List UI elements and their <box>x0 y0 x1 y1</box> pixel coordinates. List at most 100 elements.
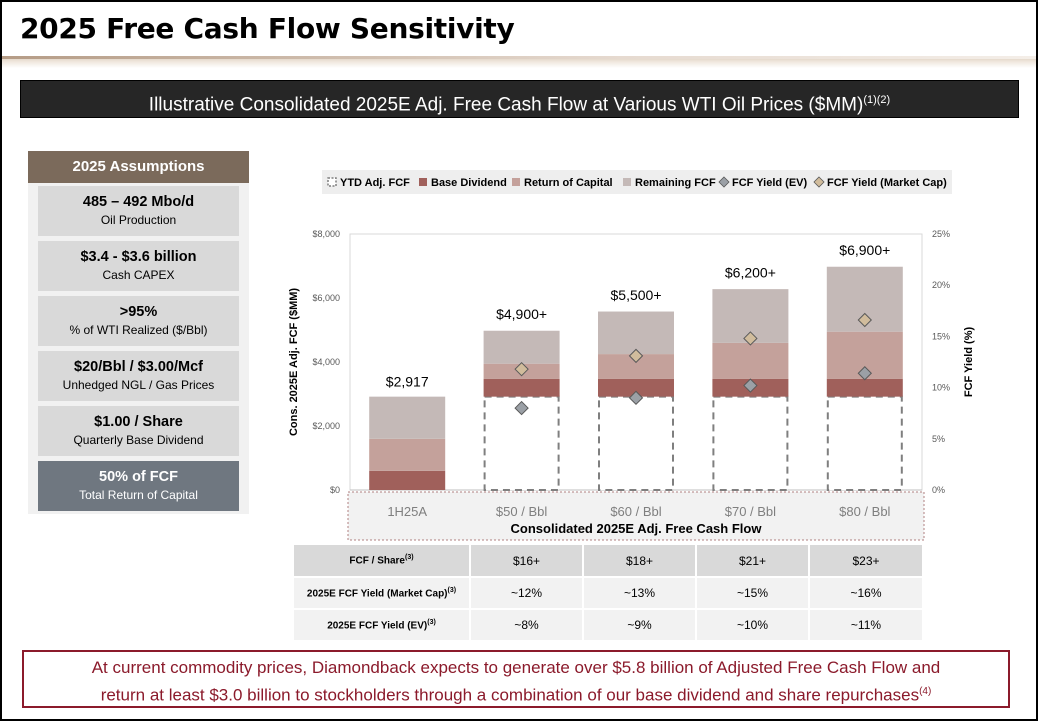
callout-footnote: (4) <box>919 686 932 697</box>
table-cell: $18+ <box>582 545 696 578</box>
marker-fcf-yield-market-cap- <box>743 331 758 346</box>
bar-total-label: $6,200+ <box>725 265 776 281</box>
table-row: 2025E FCF Yield (Market Cap)(3) ~12% ~13… <box>294 577 922 610</box>
assumption-ngl-gas-prices: $20/Bbl / $3.00/Mcf Unhedged NGL / Gas P… <box>38 351 239 401</box>
banner-footnote: (1)(2) <box>863 94 891 106</box>
row-footnote: (3) <box>405 554 414 562</box>
bar-ytd-adj-fcf <box>712 395 789 492</box>
legend-label: Return of Capital <box>524 177 613 189</box>
assumption-return-of-capital: 50% of FCF Total Return of Capital <box>38 461 239 511</box>
legend-swatch <box>419 178 427 186</box>
table-cell: ~15% <box>695 577 809 610</box>
chart-banner: Illustrative Consolidated 2025E Adj. Fre… <box>20 80 1019 118</box>
legend-swatch <box>512 178 520 186</box>
x-tick-label: $70 / Bbl <box>725 504 776 519</box>
assumption-label: Unhedged NGL / Gas Prices <box>62 378 215 392</box>
assumption-label: Total Return of Capital <box>79 488 198 502</box>
bar-total-label: $6,900+ <box>839 242 890 258</box>
row-label: FCF / Share(3) <box>294 545 470 578</box>
chart-yield-markers <box>514 312 873 416</box>
row-label: 2025E FCF Yield (Market Cap)(3) <box>294 577 470 610</box>
marker-fcf-yield-ev- <box>514 400 529 416</box>
assumption-value: 485 – 492 Mbo/d <box>82 194 195 210</box>
legend-label: FCF Yield (EV) <box>732 177 808 189</box>
bar-return-of-capital <box>369 438 446 471</box>
y-tick-label: $6,000 <box>312 293 340 303</box>
chart-labels: $2,917 $4,900+ $5,500+ $6,200+ $6,900+ <box>386 242 891 389</box>
row-label-text: FCF / Share <box>349 555 405 567</box>
bar-total-label: $2,917 <box>386 374 429 390</box>
assumption-label: Cash CAPEX <box>102 268 175 282</box>
assumption-wti-realized: >95% % of WTI Realized ($/Bbl) <box>38 296 239 346</box>
y-axis-title: Cons. 2025E Adj. FCF ($MM) <box>288 288 300 436</box>
bar-base-dividend <box>826 378 903 397</box>
assumption-oil-production: 485 – 492 Mbo/d Oil Production <box>38 186 239 236</box>
row-footnote: (3) <box>447 586 457 594</box>
row-footnote: (3) <box>427 618 436 626</box>
legend-swatch <box>327 177 337 187</box>
table-cell: ~11% <box>808 609 922 642</box>
x-tick-label: $60 / Bbl <box>610 504 661 519</box>
legend-label: Remaining FCF <box>635 177 716 189</box>
fcf-metrics-table: FCF / Share(3) $16+ $18+ $21+ $23+ 2025E… <box>294 545 922 642</box>
bar-base-dividend <box>369 470 446 490</box>
assumption-label: % of WTI Realized ($/Bbl) <box>69 323 208 337</box>
y-tick-label: $0 <box>330 485 340 495</box>
assumption-label: Oil Production <box>100 213 177 227</box>
y2-tick-label: 10% <box>932 383 950 393</box>
bar-remaining-fcf <box>369 396 446 439</box>
marker-fcf-yield-market-cap- <box>857 312 873 328</box>
assumption-value: $20/Bbl / $3.00/Mcf <box>74 359 203 375</box>
row-label: 2025E FCF Yield (EV)(3) <box>294 609 470 642</box>
bar-total-label: $5,500+ <box>611 287 662 303</box>
legend-label: Base Dividend <box>431 177 507 189</box>
bar-base-dividend <box>483 378 560 397</box>
bar-ytd-adj-fcf <box>826 395 903 492</box>
marker-fcf-yield-ev- <box>857 366 873 381</box>
table-cell: $16+ <box>469 545 583 578</box>
legend-swatch <box>623 178 631 186</box>
chart-legend: YTD Adj. FCF Base Dividend Return of Capit… <box>327 176 947 189</box>
table-cell: ~10% <box>695 609 809 642</box>
chart-bars <box>369 266 903 492</box>
assumption-value: >95% <box>119 304 158 320</box>
y2-tick-label: 25% <box>932 229 950 239</box>
marker-fcf-yield-ev- <box>743 378 758 393</box>
table-cell: ~13% <box>582 577 696 610</box>
row-label-text: 2025E FCF Yield (Market Cap) <box>306 588 448 600</box>
bar-ytd-adj-fcf <box>598 395 674 492</box>
y-tick-label: $8,000 <box>312 229 340 239</box>
table-cell: ~16% <box>808 577 922 610</box>
x-axis-title: Consolidated 2025E Adj. Free Cash Flow <box>511 521 763 536</box>
callout-line-2-text: return at least $3.0 billion to stockhol… <box>100 685 920 705</box>
assumptions-panel: 485 – 492 Mbo/d Oil Production $3.4 - $3… <box>28 183 249 514</box>
assumption-base-dividend: $1.00 / Share Quarterly Base Dividend <box>38 406 239 456</box>
bar-remaining-fcf <box>483 330 560 364</box>
y-tick-label: $4,000 <box>312 357 340 367</box>
table-cell: ~8% <box>469 609 583 642</box>
legend-swatch <box>813 176 825 188</box>
table-row: 2025E FCF Yield (EV)(3) ~8% ~9% ~10% ~11… <box>294 609 922 642</box>
x-tick-label: $50 / Bbl <box>496 504 547 519</box>
fcf-callout: At current commodity prices, Diamondback… <box>22 650 1010 708</box>
assumption-value: 50% of FCF <box>99 469 178 485</box>
y2-tick-label: 20% <box>932 280 950 290</box>
marker-fcf-yield-market-cap- <box>514 361 529 377</box>
y2-tick-label: 0% <box>932 485 945 495</box>
assumption-cash-capex: $3.4 - $3.6 billion Cash CAPEX <box>38 241 239 291</box>
y2-tick-label: 15% <box>932 331 950 341</box>
page-title: 2025 Free Cash Flow Sensitivity <box>20 12 515 45</box>
title-underline-band <box>2 56 1036 68</box>
x-axis-band <box>347 491 925 541</box>
callout-line-1: At current commodity prices, Diamondback… <box>91 658 941 677</box>
marker-fcf-yield-ev- <box>628 390 644 406</box>
y-tick-label: $2,000 <box>312 421 340 431</box>
table-cell: $23+ <box>808 545 922 578</box>
y2-axis-title: FCF Yield (%) <box>963 327 975 398</box>
legend-label: YTD Adj. FCF <box>340 177 410 189</box>
table-cell: ~12% <box>469 577 583 610</box>
y2-tick-label: 5% <box>932 434 945 444</box>
assumption-label: Quarterly Base Dividend <box>73 433 204 447</box>
